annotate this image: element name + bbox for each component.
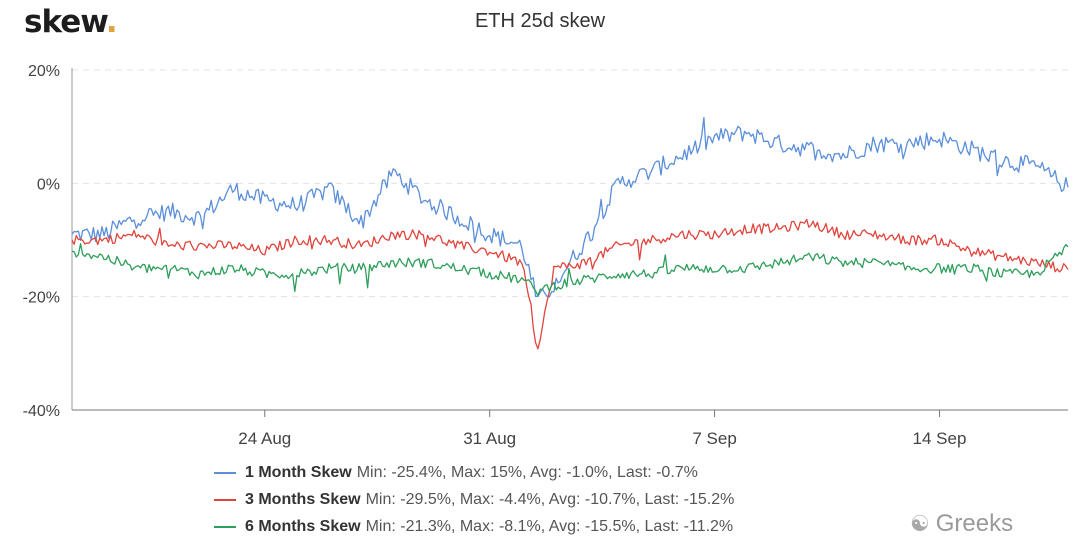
y-tick-label: 20% xyxy=(28,63,60,80)
legend-item-1m[interactable]: 1 Month Skew Min: -25.4%, Max: 15%, Avg:… xyxy=(214,459,734,486)
watermark-text: Greeks xyxy=(935,510,1014,537)
legend-stats-6m: Min: -21.3%, Max: -8.1%, Avg: -15.5%, La… xyxy=(365,518,734,535)
x-tick-label: 14 Sep xyxy=(913,429,967,448)
legend-swatch-3m xyxy=(214,498,236,501)
legend-item-6m[interactable]: 6 Months Skew Min: -21.3%, Max: -8.1%, A… xyxy=(214,513,734,540)
legend: 1 Month Skew Min: -25.4%, Max: 15%, Avg:… xyxy=(214,459,734,540)
chart-area: 20% 0% -20% -40% 24 Aug 31 Aug 7 Sep 14 Sep xyxy=(23,63,1069,448)
legend-stats-1m: Min: -25.4%, Max: 15%, Avg: -1.0%, Last:… xyxy=(356,464,698,481)
y-axis-ticks: 20% 0% -20% -40% xyxy=(23,63,60,420)
legend-swatch-1m xyxy=(214,471,236,474)
x-tick-label: 31 Aug xyxy=(463,429,516,448)
series-lines xyxy=(71,117,1069,350)
y-tick-label: -40% xyxy=(23,403,60,420)
chart-title: ETH 25d skew xyxy=(474,10,606,32)
grid-lines xyxy=(72,69,1068,298)
wechat-icon: ☯ xyxy=(910,511,930,536)
6-months-skew-line xyxy=(71,243,1069,297)
y-tick-label: -20% xyxy=(23,290,60,307)
legend-stats-3m: Min: -29.5%, Max: -4.4%, Avg: -10.7%, La… xyxy=(365,491,735,508)
y-tick-label: 0% xyxy=(37,176,60,193)
legend-swatch-6m xyxy=(214,525,236,528)
x-axis: 24 Aug 31 Aug 7 Sep 14 Sep xyxy=(71,68,1068,448)
legend-item-3m[interactable]: 3 Months Skew Min: -29.5%, Max: -4.4%, A… xyxy=(214,486,734,513)
1-month-skew-line xyxy=(71,117,1069,298)
watermark: ☯ Greeks xyxy=(910,510,1013,538)
skew-logo: skew. xyxy=(24,4,118,40)
legend-name-6m: 6 Months Skew xyxy=(245,518,361,535)
3-months-skew-line xyxy=(71,218,1069,350)
legend-name-3m: 3 Months Skew xyxy=(245,491,361,508)
x-tick-label: 24 Aug xyxy=(238,429,291,448)
x-tick-label: 7 Sep xyxy=(692,429,736,448)
legend-name-1m: 1 Month Skew xyxy=(245,464,352,481)
